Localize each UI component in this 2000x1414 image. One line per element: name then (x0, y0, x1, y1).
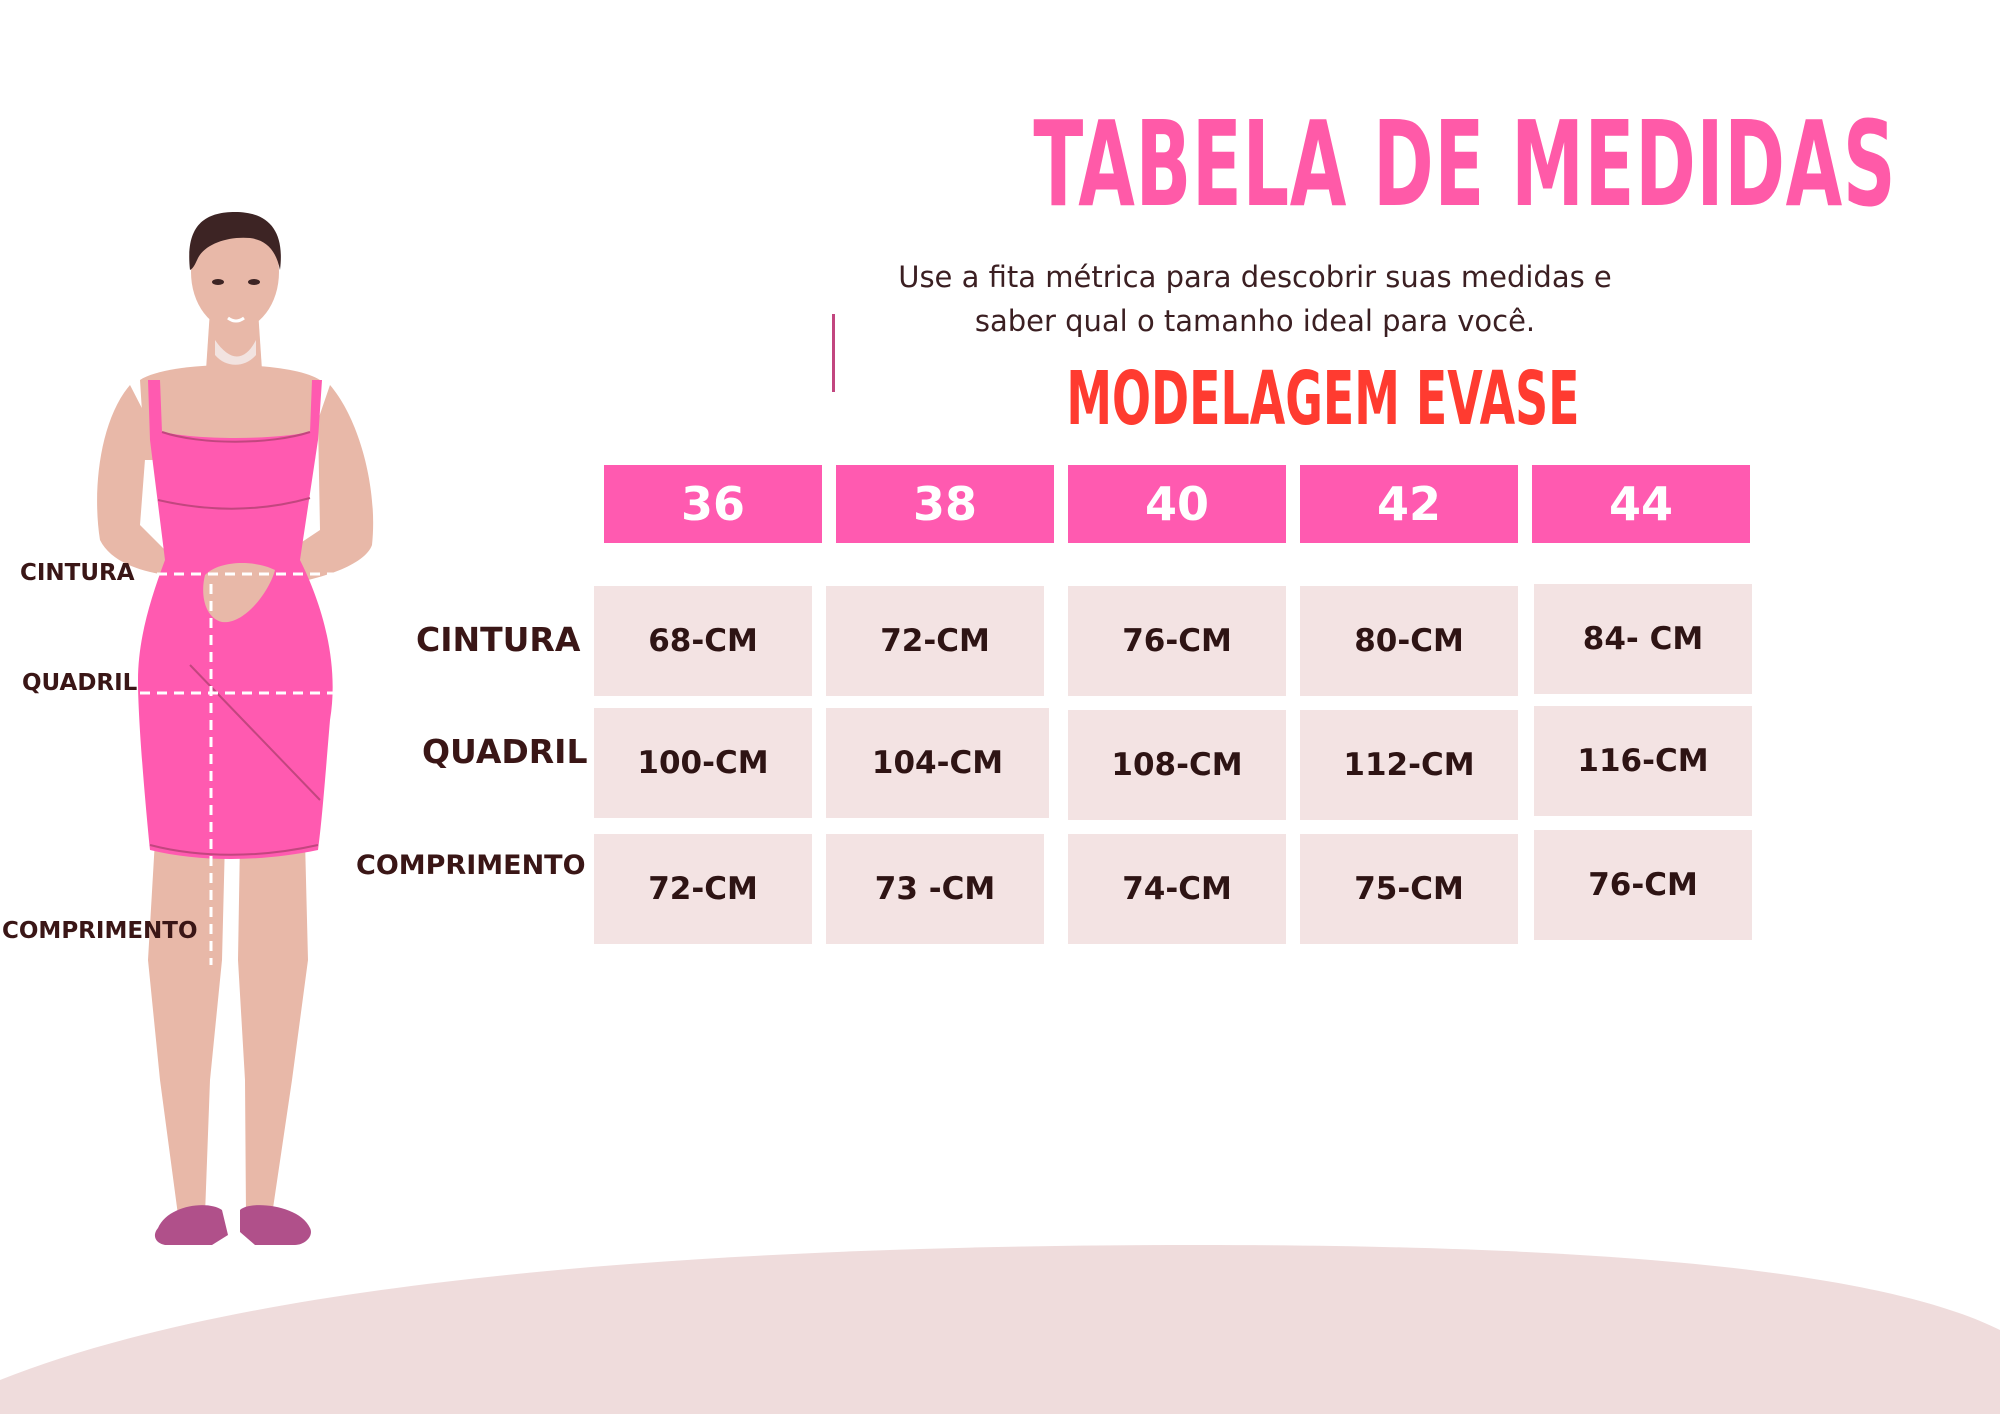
subtitle-line-1: Use a fita métrica para descobrir suas m… (898, 260, 1612, 294)
table-cell: 68-CM (594, 586, 812, 696)
body-label-comprimento: COMPRIMENTO (2, 918, 198, 944)
table-cell: 72-CM (594, 834, 812, 944)
subtitle-line-2: saber qual o tamanho ideal para você. (974, 304, 1536, 338)
body-label-cintura: CINTURA (20, 560, 135, 586)
subtitle: Use a fita métrica para descobrir suas m… (840, 255, 1670, 343)
vertical-divider (832, 314, 835, 392)
table-cell: 116-CM (1534, 706, 1752, 816)
table-cell: 84- CM (1534, 584, 1752, 694)
model-title: MODELAGEM EVASE (1066, 356, 1580, 442)
table-cell: 73 -CM (826, 834, 1044, 944)
size-header-42: 42 (1300, 465, 1518, 543)
size-header-44: 44 (1532, 465, 1750, 543)
size-header-38: 38 (836, 465, 1054, 543)
body-label-quadril: QUADRIL (22, 670, 138, 696)
table-cell: 108-CM (1068, 710, 1286, 820)
row-label-quadril: QUADRIL (422, 732, 588, 771)
table-cell: 76-CM (1534, 830, 1752, 940)
table-cell: 112-CM (1300, 710, 1518, 820)
size-header-40: 40 (1068, 465, 1286, 543)
size-header-36: 36 (604, 465, 822, 543)
table-cell: 80-CM (1300, 586, 1518, 696)
page-title: TABELA DE MEDIDAS (1033, 95, 1897, 233)
table-cell: 76-CM (1068, 586, 1286, 696)
row-label-cintura: CINTURA (416, 620, 581, 659)
table-cell: 74-CM (1068, 834, 1286, 944)
table-cell: 104-CM (826, 708, 1049, 818)
table-cell: 75-CM (1300, 834, 1518, 944)
table-cell: 72-CM (826, 586, 1044, 696)
table-cell: 100-CM (594, 708, 812, 818)
row-label-comprimento: COMPRIMENTO (356, 850, 586, 881)
